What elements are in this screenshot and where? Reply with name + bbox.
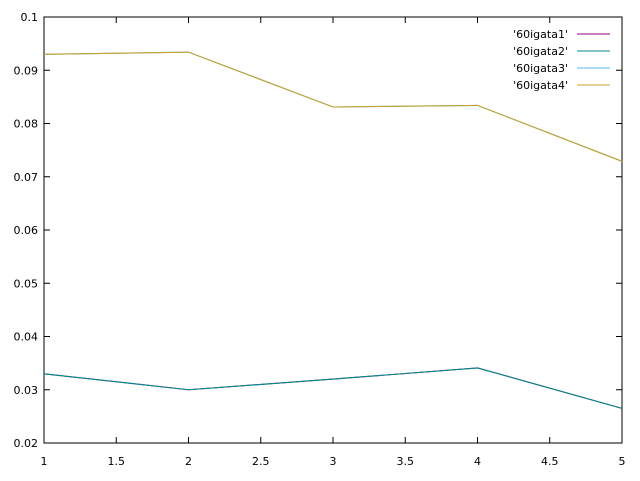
x-tick-label: 4 [474, 455, 481, 468]
x-tick-label: 4.5 [541, 455, 559, 468]
y-tick-label: 0.06 [14, 224, 39, 237]
y-tick-label: 0.1 [21, 11, 39, 24]
legend: '60igata1' '60igata2' '60igata3' '60igata4' [513, 28, 610, 92]
y-tick-label: 0.04 [14, 331, 39, 344]
axis-ticks: 1 1.5 2 2.5 3 3.5 4 4.5 5 0.02 0.03 0.04 0.05 0.06 0.0… [14, 11, 626, 468]
x-tick-label: 1 [41, 455, 48, 468]
y-tick-label: 0.05 [14, 277, 39, 290]
series-line-2 [43, 367, 623, 409]
x-tick-label: 2.5 [252, 455, 270, 468]
legend-label: '60igata3' [513, 62, 568, 75]
legend-label: '60igata1' [513, 28, 568, 41]
x-tick-label: 1.5 [108, 455, 126, 468]
y-tick-label: 0.02 [14, 437, 39, 450]
x-tick-label: 3 [330, 455, 337, 468]
series-line-4 [43, 51, 623, 162]
y-tick-label: 0.09 [14, 64, 39, 77]
x-tick-label: 2 [185, 455, 192, 468]
legend-label: '60igata4' [513, 79, 568, 92]
legend-label: '60igata2' [513, 45, 568, 58]
series-lines [43, 51, 623, 409]
x-tick-label: 5 [619, 455, 626, 468]
y-tick-label: 0.07 [14, 171, 39, 184]
y-tick-label: 0.08 [14, 118, 39, 131]
y-tick-label: 0.03 [14, 384, 39, 397]
series-line-1 [43, 367, 623, 409]
x-tick-label: 3.5 [397, 455, 415, 468]
